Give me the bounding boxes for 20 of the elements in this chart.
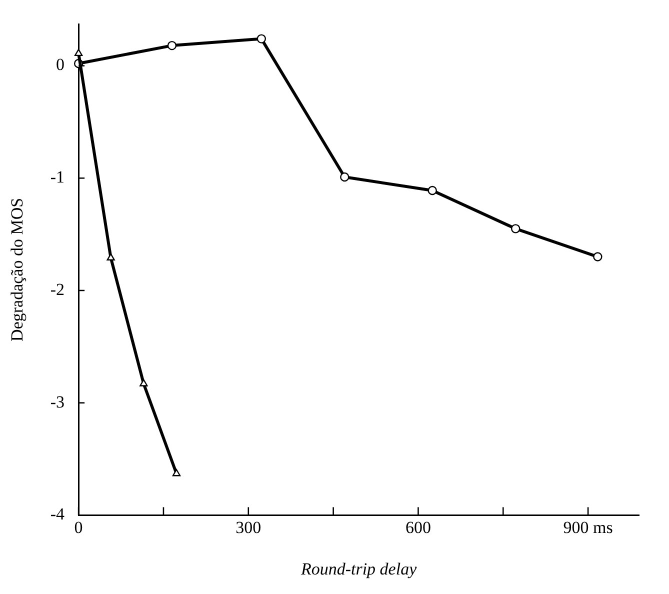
y-tick-label: 0: [56, 55, 65, 74]
point: [167, 40, 177, 50]
y-tick-label: -1: [50, 168, 65, 187]
x-tick-label: 900 ms: [563, 518, 613, 537]
y-tick-label: -3: [50, 392, 65, 412]
point: [340, 172, 350, 182]
point: [510, 224, 520, 234]
point: [256, 34, 266, 44]
x-tick-label: 0: [74, 518, 83, 537]
point: [140, 379, 148, 386]
x-tick-label: 300: [236, 518, 262, 537]
point: [172, 469, 181, 476]
y-tick-label: -2: [50, 280, 65, 299]
point: [428, 186, 437, 196]
y-axis-title: Degradação do MOS: [8, 198, 27, 342]
x-tick-label: 600: [405, 518, 431, 537]
y-tick-label: -4: [50, 504, 66, 524]
x-axis-title: Round-trip delay: [300, 559, 418, 578]
point: [106, 253, 115, 260]
point: [593, 252, 602, 262]
